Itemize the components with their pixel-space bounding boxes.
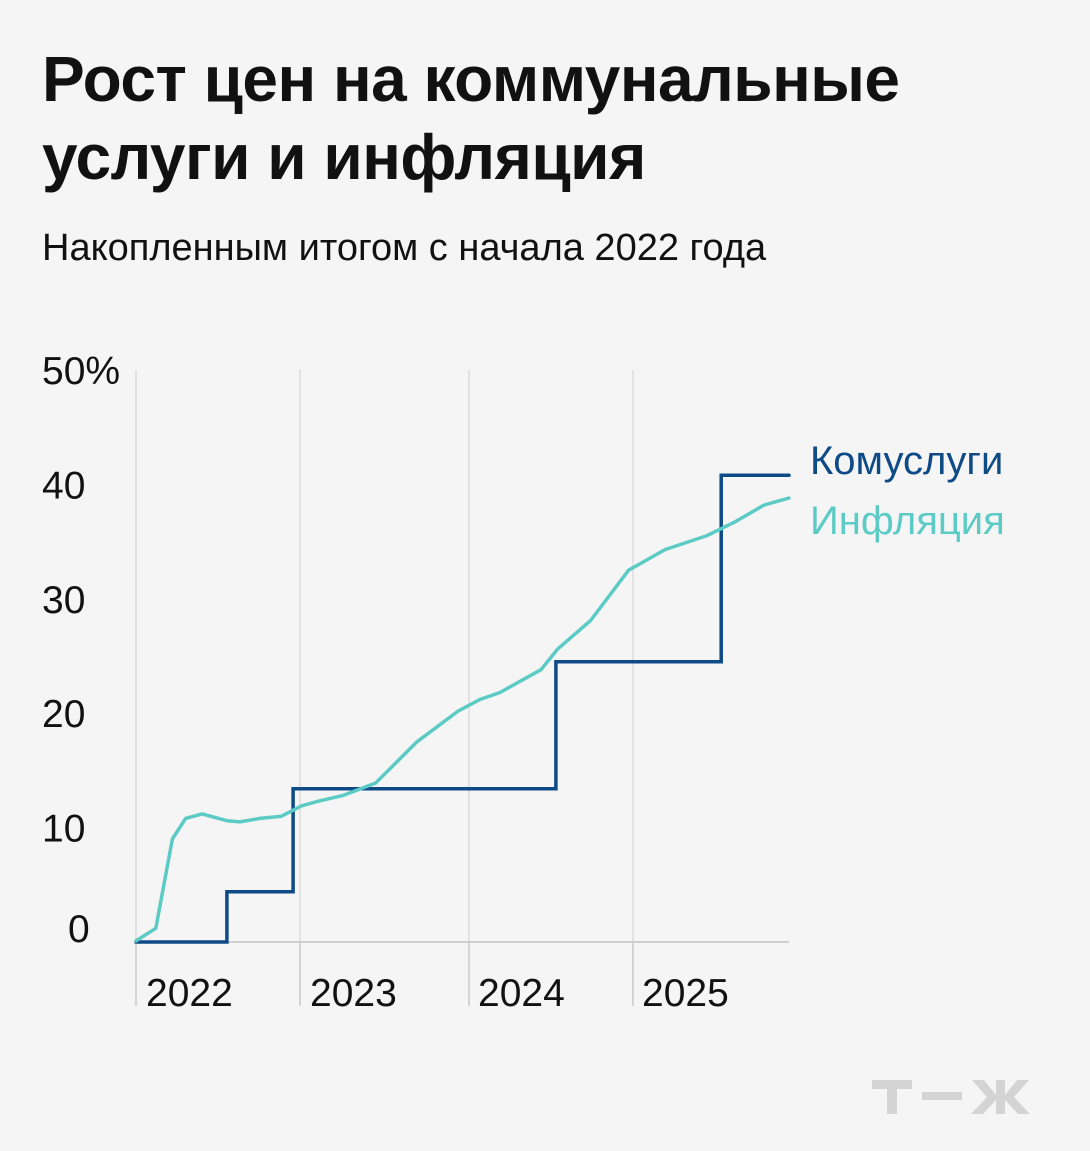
y-axis: 50% 40 30 20 10 0 (42, 350, 120, 951)
brand-logo-icon (872, 1080, 1030, 1114)
y-tick-label: 40 (42, 464, 85, 507)
series-line-utilities (134, 473, 791, 944)
x-tick-label: 2024 (478, 972, 565, 1015)
chart-subtitle: Накопленным итогом с начала 2022 года (42, 227, 767, 269)
grid-layer (135, 370, 789, 1006)
series-layer (134, 473, 791, 944)
x-tick-label: 2022 (146, 972, 233, 1015)
legend-label: Инфляция (810, 499, 1005, 543)
y-tick-label: 20 (42, 693, 85, 736)
y-tick-label: 10 (42, 808, 85, 851)
x-tick-label: 2025 (642, 972, 729, 1015)
y-tick-label: 50% (42, 350, 120, 393)
chart-title: Рост цен на коммунальные услуги и инфляц… (42, 43, 900, 193)
y-tick-label: 0 (68, 908, 90, 951)
x-tick-label: 2023 (310, 972, 397, 1015)
y-tick-label: 30 (42, 579, 85, 622)
legend-label: Комуслуги (810, 439, 1003, 483)
x-axis: 2022 2023 2024 2025 (146, 972, 729, 1015)
legend: Комуслуги Инфляция (810, 439, 1005, 543)
series-line-inflation (134, 496, 791, 943)
